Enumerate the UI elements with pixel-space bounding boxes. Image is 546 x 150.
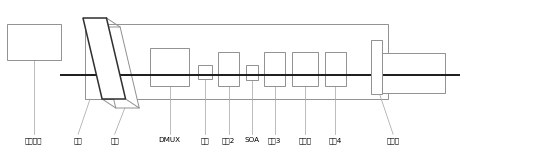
- Text: 透镜2: 透镜2: [222, 137, 235, 144]
- Text: 棱镜: 棱镜: [74, 137, 82, 144]
- Bar: [382, 52, 445, 93]
- Text: 隔离器: 隔离器: [299, 137, 312, 144]
- Bar: [264, 52, 285, 86]
- Text: SOA: SOA: [244, 137, 259, 143]
- Text: 光线: 光线: [200, 137, 209, 144]
- Bar: [150, 48, 189, 86]
- Polygon shape: [83, 18, 126, 99]
- Bar: [325, 52, 346, 86]
- Text: 透镜3: 透镜3: [268, 137, 281, 144]
- Text: 高速镜头: 高速镜头: [25, 137, 43, 144]
- Text: 壳体: 壳体: [110, 137, 119, 144]
- Text: 透镜4: 透镜4: [329, 137, 342, 144]
- Bar: [292, 52, 318, 86]
- Polygon shape: [97, 27, 139, 108]
- Text: 适配器: 适配器: [387, 137, 400, 144]
- Bar: [218, 52, 239, 86]
- Bar: [85, 24, 388, 99]
- Bar: [7, 24, 61, 60]
- Bar: [371, 40, 382, 94]
- Text: DMUX: DMUX: [159, 137, 181, 143]
- Bar: [198, 65, 212, 79]
- Bar: [246, 65, 258, 80]
